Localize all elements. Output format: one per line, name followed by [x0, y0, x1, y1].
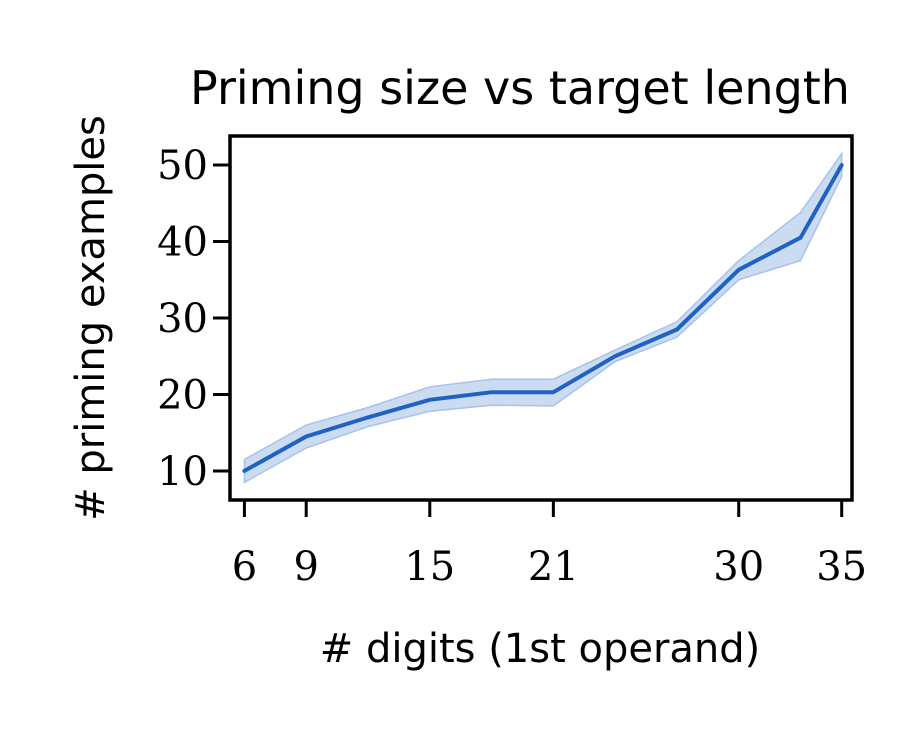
series-0-point [428, 398, 432, 402]
series-0-point [490, 390, 494, 394]
series-0-point [675, 327, 679, 331]
x-tick-label: 35 [816, 544, 867, 590]
y-tick-label: 40 [157, 220, 208, 266]
series-0-confidence-band [243, 151, 843, 484]
y-tick-label: 50 [157, 143, 208, 189]
chart-title: Priming size vs target length [190, 61, 850, 115]
y-tick-label: 10 [157, 449, 208, 495]
y-tick-label: 30 [157, 296, 208, 342]
x-axis-label: # digits (1st operand) [320, 626, 761, 672]
x-tick-label: 6 [232, 544, 257, 590]
x-tick-label: 30 [713, 544, 764, 590]
series-0-point [840, 163, 844, 167]
x-tick-label: 9 [293, 544, 318, 590]
series-0-point [304, 435, 308, 439]
plot-area [242, 151, 844, 484]
series-0-point [799, 236, 803, 240]
series-0-point [366, 415, 370, 419]
series-0-point [737, 268, 741, 272]
plot-frame [228, 134, 854, 502]
y-tick-label: 20 [157, 372, 208, 418]
series-0-line [242, 163, 844, 473]
x-tick-label: 21 [528, 544, 579, 590]
x-tick-label: 15 [404, 544, 455, 590]
y-axis-label: # priming examples [68, 115, 114, 521]
series-0-point [613, 354, 617, 358]
series-0-point [242, 469, 246, 473]
series-0-point [551, 390, 555, 394]
